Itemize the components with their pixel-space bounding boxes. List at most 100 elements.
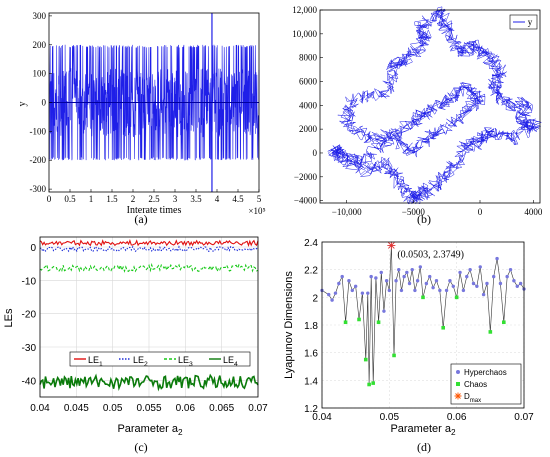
hyperchaos-point (337, 281, 341, 286)
x-tick-label-d: 0.05 (380, 412, 400, 423)
hyperchaos-point (387, 288, 392, 293)
panel-label-c: (c) (134, 440, 148, 454)
x-tick-label-c: 0.05 (103, 403, 123, 414)
panel-label-a: (a) (134, 212, 148, 226)
y-tick-label-b: −4000 (294, 196, 318, 206)
chaos-point (421, 295, 425, 300)
hyperchaos-point (382, 309, 386, 313)
hyperchaos-point (498, 281, 503, 286)
series-y-line (48, 44, 260, 161)
hyperchaos-point (448, 279, 452, 283)
x-tick-label-a: 1 (89, 194, 94, 204)
y-tick-label-d: 1.6 (304, 349, 318, 360)
chaos-point (392, 353, 396, 358)
chaos-point (357, 317, 361, 322)
hyperchaos-point (434, 279, 439, 283)
hyperchaos-point (481, 292, 486, 297)
y-tick-label-b: 8000 (299, 53, 318, 63)
hyperchaos-point (495, 256, 499, 261)
x-tick-label-a: 2.5 (148, 194, 160, 204)
hyperchaos-point (333, 291, 338, 295)
x-tick-label-d: 0.06 (447, 412, 467, 423)
hyperchaos-point (384, 279, 389, 283)
y-tick-label-d: 2.4 (304, 238, 318, 249)
x-axis-label-d: Parameter a2 (390, 423, 456, 437)
legend-box-c (69, 351, 251, 367)
series-le1-line (39, 239, 259, 247)
x-tick-label-a: 5 (257, 194, 262, 204)
y-tick-label-d: 2.2 (304, 266, 318, 277)
plot-frame-d (321, 241, 525, 409)
y-tick-label-b: 12,000 (292, 5, 317, 15)
hyperchaos-point (366, 291, 370, 295)
chaos-point (376, 320, 381, 325)
chaos-point (343, 320, 348, 325)
annotation-dmax: (0.0503, 2.3749) (397, 249, 464, 260)
hyperchaos-point (451, 284, 455, 288)
x-tick-label-a: 3 (173, 194, 178, 204)
hyperchaos-point (428, 274, 432, 279)
y-tick-label-a: -100 (30, 126, 47, 136)
hyperchaos-point (402, 274, 406, 279)
hyperchaos-point (518, 281, 523, 286)
chaos-point (363, 357, 368, 362)
hyperchaos-point (369, 274, 373, 279)
chaos-point (488, 330, 493, 334)
legend-marker-hyperchaos (456, 370, 460, 374)
hyperchaos-point (413, 288, 417, 293)
x-tick-label-c: 0.04 (30, 403, 50, 414)
hyperchaos-point (485, 281, 489, 286)
hyperchaos-point (340, 274, 344, 279)
y-tick-label-a: 100 (33, 69, 47, 79)
hyperchaos-point (327, 292, 331, 297)
y-axis-label-c: LEs (3, 308, 15, 327)
chaos-point (367, 382, 371, 387)
y-axis-label-a: y (17, 102, 28, 107)
hyperchaos-point (512, 279, 516, 283)
x-tick-label-a: 3.5 (190, 194, 202, 204)
legend-marker-chaos (456, 382, 460, 386)
hyperchaos-point (394, 279, 398, 283)
hyperchaos-point (399, 288, 404, 293)
y-tick-label-d: 1.8 (304, 321, 318, 332)
hyperchaos-point (505, 274, 509, 279)
panel-label-d: (d) (417, 440, 431, 454)
y-tick-label-c: -30 (22, 343, 37, 354)
x-tick-label-c: 0.07 (248, 403, 268, 414)
y-tick-label-b: 10,000 (292, 29, 317, 39)
hyperchaos-point (405, 270, 409, 275)
x-tick-label-c: 0.045 (64, 403, 89, 414)
y-tick-label-b: 4000 (299, 100, 318, 110)
plot-frame-c (39, 236, 259, 398)
y-tick-label-c: -40 (22, 376, 37, 387)
x-tick-label-a: 0.5 (64, 194, 76, 204)
x-tick-label-d: 0.04 (312, 412, 332, 423)
series-y-walk (327, 6, 543, 205)
y-tick-label-b: 2000 (299, 124, 318, 134)
legend-label-chaos: Chaos (464, 380, 487, 389)
legend-label-y: y (528, 17, 533, 27)
hyperchaos-point (444, 288, 449, 293)
hyperchaos-point (471, 281, 476, 286)
x-tick-label-a: 4.5 (232, 194, 244, 204)
hyperchaos-point (330, 298, 334, 302)
hyperchaos-point (458, 270, 462, 275)
y-tick-label-d: 2 (312, 293, 318, 304)
legend-label-hyperchaos: Hyperchaos (464, 368, 507, 377)
y-axis-label-d: Lyapunov Dimensions (283, 271, 295, 379)
series-le3-line (39, 262, 259, 273)
x-tick-label-a: 1.5 (106, 194, 118, 204)
x-tick-label-a: 0 (47, 194, 52, 204)
x-tick-label-c: 0.065 (209, 403, 234, 414)
x-tick-label-c: 0.055 (136, 403, 161, 414)
y-tick-label-a: -300 (30, 184, 47, 194)
legend-marker-dmax (454, 392, 462, 400)
hyperchaos-point (465, 274, 469, 279)
hyperchaos-point (350, 288, 354, 293)
y-tick-label-b: 6000 (299, 76, 318, 86)
hyperchaos-point (468, 267, 472, 272)
y-tick-label-d: 1.2 (304, 404, 318, 415)
legend-box-d (450, 363, 522, 405)
hyperchaos-point (508, 267, 513, 272)
